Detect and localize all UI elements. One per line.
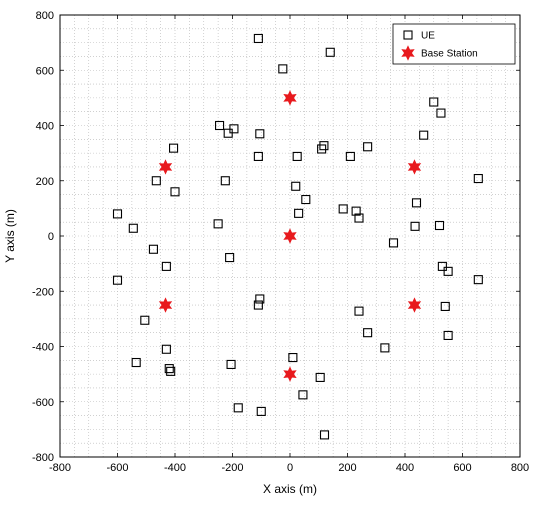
base-station-marker — [407, 159, 422, 175]
ue-marker — [161, 261, 171, 271]
ue-marker — [354, 213, 364, 223]
base-station-marker — [158, 159, 173, 175]
x-tick-label: 400 — [396, 462, 414, 474]
base-station-marker — [283, 228, 297, 244]
base-station-marker — [158, 297, 173, 313]
axis-ticks: -800 -600 -400 -200 0 200 400 600 800 -800 -600 -40… — [32, 10, 529, 474]
ue-marker — [233, 403, 243, 413]
ue-marker — [419, 130, 429, 140]
ue-marker — [410, 221, 420, 231]
ue-marker — [380, 343, 390, 353]
ue-marker — [363, 328, 373, 338]
ue-marker — [437, 261, 447, 271]
y-tick-label: 800 — [36, 10, 54, 22]
base-station-marker — [283, 90, 297, 106]
ue-marker — [288, 352, 298, 363]
ue-marker — [166, 366, 176, 376]
ue-marker — [161, 344, 171, 354]
ue-marker — [325, 47, 335, 57]
legend-box — [392, 23, 516, 65]
ue-marker — [112, 275, 123, 285]
ue-marker — [215, 120, 225, 131]
x-tick-label: 600 — [453, 462, 471, 474]
y-tick-label: 0 — [48, 231, 54, 243]
y-tick-label: -200 — [32, 286, 54, 298]
ue-marker — [319, 141, 329, 151]
y-tick-label: 400 — [36, 121, 54, 133]
ue-marker — [436, 108, 446, 118]
ue-marker — [440, 301, 450, 311]
ue-marker — [256, 406, 266, 416]
ue-marker — [278, 64, 288, 74]
ue-marker — [363, 142, 373, 152]
legend-label-base-station: Base Station — [421, 49, 478, 60]
ue-marker — [220, 176, 230, 186]
legend-base-station-symbol — [401, 45, 415, 61]
ue-marker — [148, 244, 158, 254]
ue-marker — [140, 315, 150, 325]
ue-marker — [351, 206, 361, 216]
y-tick-label: 600 — [36, 65, 54, 77]
ue-marker — [315, 372, 325, 382]
ue-marker — [253, 300, 263, 310]
ue-marker — [225, 252, 235, 263]
legend-marker-ue — [403, 30, 413, 40]
ue-marker — [434, 220, 445, 231]
ue-marker — [223, 128, 233, 138]
ue-marker — [301, 194, 311, 205]
ue-marker — [112, 209, 123, 219]
base-station-marker — [407, 297, 422, 313]
ue-marker — [255, 129, 265, 139]
base-station-marker — [283, 366, 297, 382]
legend-marker-base-station — [401, 45, 415, 61]
legend-label-ue: UE — [421, 31, 435, 42]
ue-marker — [338, 204, 348, 214]
ue-marker — [443, 330, 453, 341]
ue-marker — [388, 238, 399, 248]
ue-marker — [292, 151, 302, 161]
ue-marker — [226, 359, 236, 370]
x-tick-label: 200 — [338, 462, 356, 474]
x-tick-label: -600 — [106, 462, 128, 474]
legend: UE Base Station — [392, 23, 516, 65]
ue-marker — [164, 364, 174, 374]
y-tick-label: -600 — [32, 397, 54, 409]
y-tick-label: -800 — [32, 452, 54, 464]
ue-marker — [294, 208, 304, 218]
ue-marker — [298, 390, 308, 400]
ue-marker — [429, 97, 439, 107]
x-axis-label: X axis (m) — [263, 482, 317, 496]
ue-marker — [411, 198, 422, 208]
ue-marker — [291, 181, 301, 191]
ue-marker — [169, 143, 179, 153]
ue-marker — [473, 173, 483, 184]
legend-ue-symbol — [403, 30, 413, 40]
ue-marker — [345, 151, 355, 161]
ue-marker — [128, 223, 138, 233]
ue-marker — [151, 176, 161, 186]
x-tick-label: -200 — [221, 462, 243, 474]
data-points — [112, 33, 483, 440]
ue-marker — [170, 187, 180, 197]
ue-marker — [131, 357, 141, 368]
y-tick-label: -400 — [32, 342, 54, 354]
ue-marker — [253, 33, 263, 44]
ue-marker — [213, 219, 223, 229]
ue-marker — [354, 306, 364, 316]
ue-marker — [473, 275, 483, 285]
x-tick-label: 800 — [511, 462, 529, 474]
x-tick-label: -400 — [164, 462, 186, 474]
ue-marker — [317, 144, 327, 154]
y-tick-label: 200 — [36, 176, 54, 188]
x-tick-label: 0 — [287, 462, 293, 474]
ue-marker — [443, 266, 453, 276]
y-axis-label: Y axis (m) — [3, 209, 17, 263]
ue-marker — [253, 151, 263, 161]
ue-marker — [255, 294, 265, 304]
ue-marker — [319, 430, 330, 440]
x-tick-label: -800 — [49, 462, 71, 474]
